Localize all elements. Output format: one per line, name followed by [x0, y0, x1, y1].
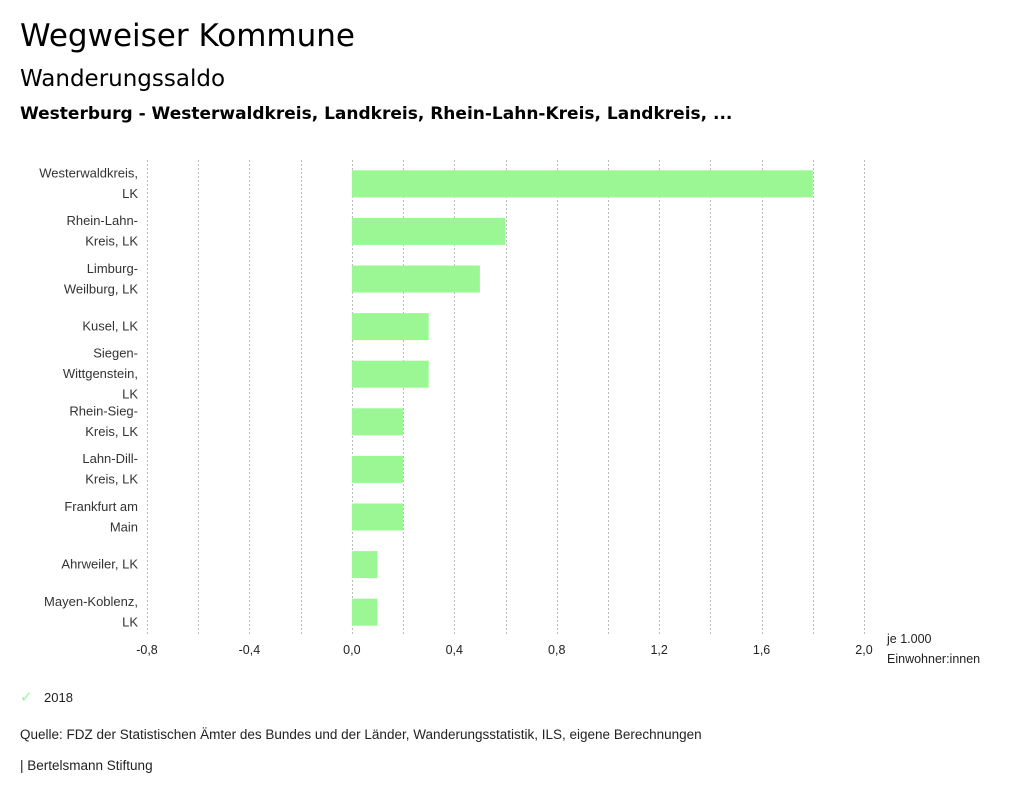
x-axis-unit-line-1: je 1.000 — [886, 632, 932, 646]
y-tick-label: Kreis, LK — [85, 234, 138, 249]
x-tick-label: -0,4 — [239, 643, 261, 657]
x-tick-label: -0,8 — [136, 643, 158, 657]
y-tick-label: Rhein-Sieg- — [69, 404, 138, 419]
y-tick-label: Wittgenstein, — [63, 366, 138, 381]
bar[interactable] — [351, 360, 429, 388]
y-tick-label: Kreis, LK — [85, 472, 138, 487]
brand-note: | Bertelsmann Stiftung — [20, 758, 153, 773]
x-tick-label: 1,6 — [753, 643, 770, 657]
bar-chart: Westerwaldkreis, LK Rhein-Lahn- Kreis, LK Li… — [39, 160, 980, 666]
y-tick-label: LK — [122, 387, 138, 402]
x-tick-label: 0,8 — [548, 643, 565, 657]
x-tick-label: 2,0 — [855, 643, 872, 657]
y-tick-label: Rhein-Lahn- — [66, 213, 138, 228]
y-tick-label: Mayen-Koblenz, — [44, 594, 138, 609]
y-tick-label: Main — [110, 519, 138, 534]
y-tick-label: LK — [122, 186, 138, 201]
y-tick-label: Frankfurt am — [64, 499, 138, 514]
y-tick-label: Siegen- — [93, 346, 138, 361]
y-tick-label: Kreis, LK — [85, 424, 138, 439]
bar[interactable] — [351, 503, 404, 531]
page-title: Wegweiser Kommune — [20, 18, 355, 54]
x-tick-label: 0,4 — [446, 643, 463, 657]
x-tick-label: 0,0 — [343, 643, 360, 657]
x-axis-unit-line-2: Einwohner:innen — [887, 652, 980, 666]
bar[interactable] — [351, 408, 404, 436]
bar[interactable] — [351, 551, 378, 579]
bar[interactable] — [351, 598, 378, 626]
bars — [351, 170, 813, 626]
y-tick-label: Kusel, LK — [82, 319, 138, 334]
y-axis-labels: Westerwaldkreis, LK Rhein-Lahn- Kreis, LK Li… — [39, 166, 138, 630]
legend-item[interactable]: ✓ 2018 — [20, 688, 73, 706]
legend-label: 2018 — [44, 689, 73, 705]
bar[interactable] — [351, 265, 480, 293]
x-tick-label: 1,2 — [650, 643, 667, 657]
y-tick-label: Westerwaldkreis, — [39, 166, 138, 181]
grid-lines — [147, 160, 865, 636]
y-tick-label: Ahrweiler, LK — [61, 557, 138, 572]
chart-subtitle: Wanderungssaldo — [20, 66, 226, 92]
region-label: Westerburg - Westerwaldkreis, Landkreis,… — [20, 104, 733, 124]
bar[interactable] — [351, 313, 429, 341]
y-tick-label: Lahn-Dill- — [82, 451, 138, 466]
bar[interactable] — [351, 455, 404, 483]
source-note: Quelle: FDZ der Statistischen Ämter des … — [20, 727, 702, 742]
y-tick-label: Weilburg, LK — [64, 281, 139, 296]
check-icon: ✓ — [20, 689, 33, 706]
x-axis-labels: -0,8 -0,4 0,0 0,4 0,8 1,2 1,6 2,0 — [136, 643, 873, 657]
y-tick-label: Limburg- — [87, 261, 138, 276]
bar[interactable] — [351, 170, 813, 198]
y-tick-label: LK — [122, 614, 138, 629]
bar[interactable] — [351, 217, 506, 245]
